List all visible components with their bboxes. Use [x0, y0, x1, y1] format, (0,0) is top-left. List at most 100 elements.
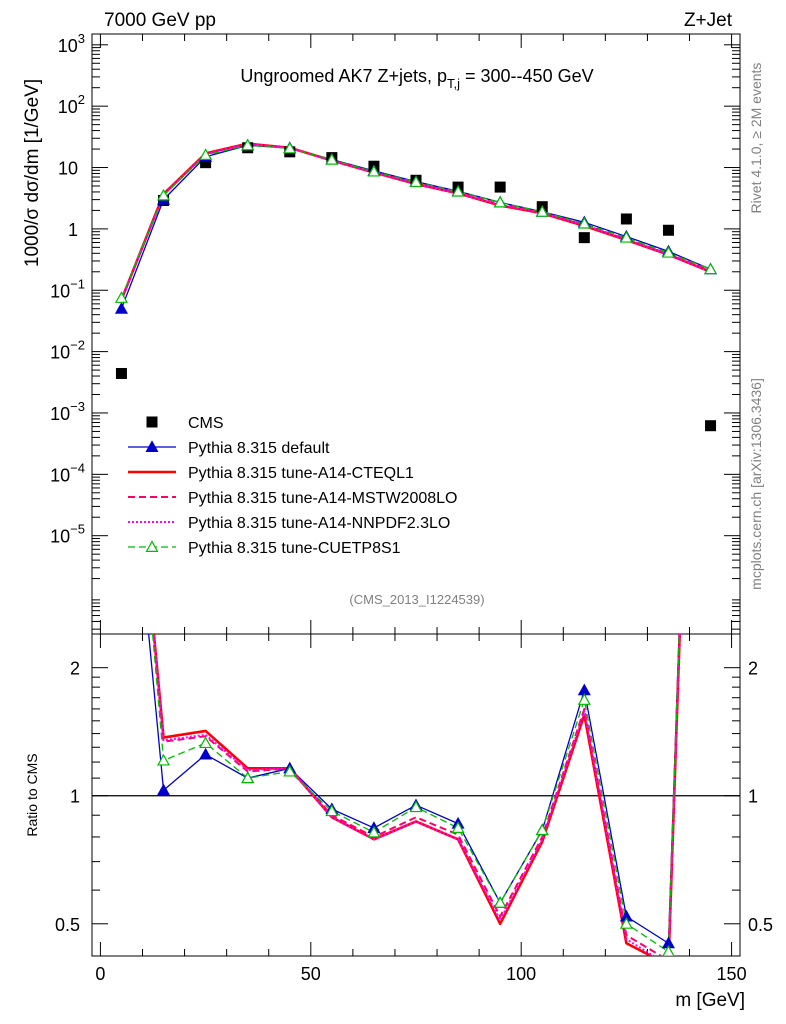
ratio-series-group: [116, 267, 682, 956]
ratio-axes: 0.5 0.5 1 1 2 2 0 50 100 150: [55, 634, 773, 984]
main-marker-point: [577, 216, 591, 229]
ratio-marker-point: [325, 804, 339, 817]
main-y-tick-exponent: −5: [70, 522, 85, 537]
main-cms-data-point: [705, 420, 717, 432]
main-y-tick-exponent: 3: [78, 31, 85, 46]
main-y-tick-exponent: 2: [78, 92, 85, 107]
legend-marker-triangle: [145, 440, 159, 452]
ratio-marker-point: [157, 783, 171, 796]
x-tick-label: 0: [95, 964, 105, 984]
ratio-marker-point: [619, 917, 633, 929]
main-cms-data-point: [200, 157, 212, 169]
main-y-tick-base: 10: [58, 159, 78, 179]
legend-entry-label: CMS: [188, 415, 224, 432]
main-marker-point: [325, 152, 339, 165]
main-cms-data-point: [662, 224, 674, 236]
main-y-tick-label: 10−4: [50, 460, 85, 485]
main-y-tick-label: 103: [58, 31, 85, 56]
ratio-marker-point: [199, 747, 213, 760]
main-y-tick-label: 1: [68, 220, 78, 240]
main-y-tick-base: 1: [68, 220, 78, 240]
mcplots-source-label: mcplots.cern.ch [arXiv:1306.3436]: [748, 378, 764, 590]
main-marker-point: [283, 141, 297, 154]
ratio-y-tick-label: 2: [70, 659, 80, 679]
main-marker-point: [493, 195, 507, 208]
ratio-y-tick-label-right: 0.5: [748, 915, 773, 935]
main-cms-data-point: [494, 181, 506, 193]
legend-marker-cms: [146, 416, 158, 428]
rivet-version-label: Rivet 4.1.0, ≥ 2M events: [748, 63, 764, 214]
legend-entry-label: Pythia 8.315 tune-A14-MSTW2008LO: [188, 490, 457, 507]
ratio-marker-point: [367, 825, 381, 838]
x-tick-label: 50: [301, 964, 321, 984]
header-process: Z+Jet: [684, 10, 733, 31]
ratio-marker-point: [116, 342, 127, 352]
main-y-tick-base: 10: [50, 465, 70, 485]
ratio-marker-point: [451, 821, 465, 833]
main-series-group: [114, 138, 718, 432]
ratio-line-pythia-8-315-tune-a14-cteql1: [152, 634, 682, 956]
main-marker-point: [535, 205, 549, 217]
chart-title-subscript: T,j: [447, 76, 460, 91]
main-y-tick-label: 10−3: [50, 399, 85, 424]
ratio-y-axis-label: Ratio to CMS: [24, 753, 40, 836]
main-y-tick-exponent: −2: [70, 338, 85, 353]
ratio-marker-point: [662, 944, 675, 956]
main-cms-data-point: [620, 213, 632, 225]
ratio-marker-point: [199, 736, 213, 749]
main-marker-point: [241, 138, 255, 151]
ratio-marker-point: [577, 693, 591, 705]
main-marker-point: [704, 262, 718, 275]
main-marker-point: [619, 230, 633, 243]
x-tick-label: 150: [717, 964, 747, 984]
ratio-y-tick-label: 0.5: [55, 915, 80, 935]
x-axis-label: m [GeV]: [675, 990, 745, 1011]
ratio-marker-point: [241, 771, 255, 784]
main-y-tick-base: 10: [58, 36, 78, 56]
main-y-tick-base: 10: [50, 281, 70, 301]
ratio-marker-point: [535, 823, 549, 836]
ratio-marker-point: [116, 267, 127, 277]
main-marker-point: [451, 184, 465, 197]
main-cms-data-point: [115, 367, 127, 379]
chart-title-main: Ungroomed AK7 Z+jets, p: [240, 66, 447, 86]
ratio-y-tick-label: 1: [70, 787, 80, 807]
x-tick-label: 100: [506, 964, 536, 984]
main-y-tick-exponent: −3: [70, 399, 85, 414]
main-y-axis-label: 1000/σ dσ/dm [1/GeV]: [22, 79, 43, 267]
main-y-tick-base: 10: [50, 343, 70, 363]
main-y-tick-exponent: −4: [70, 460, 85, 475]
main-marker-point: [367, 164, 381, 177]
main-y-tick-label: 10−5: [50, 522, 85, 547]
main-marker-point: [661, 245, 675, 258]
main-line-pythia-8-315-default: [120, 144, 711, 309]
ratio-panel-frame: [91, 633, 741, 957]
legend-entry-label: Pythia 8.315 tune-CUETP8S1: [188, 540, 401, 557]
analysis-id: (CMS_2013_I1224539): [349, 592, 484, 607]
legend: CMS Pythia 8.315 default Pythia 8.315 tune…: [128, 415, 457, 557]
main-cms-data-point: [578, 232, 590, 244]
main-y-tick-base: 10: [50, 404, 70, 424]
ratio-y-tick-label-right: 2: [748, 659, 758, 679]
main-y-tick-label: 102: [58, 92, 85, 117]
main-y-tick-base: 10: [58, 97, 78, 117]
main-y-tick-label: 10−2: [50, 338, 85, 363]
ratio-marker-point: [283, 764, 297, 777]
main-marker-point: [157, 188, 171, 201]
main-y-tick-label: 10−1: [50, 276, 85, 301]
legend-entry-label: Pythia 8.315 tune-A14-CTEQL1: [188, 465, 414, 482]
header-collision: 7000 GeV pp: [104, 10, 216, 31]
main-marker-point: [409, 175, 423, 188]
ratio-y-tick-label-right: 1: [748, 787, 758, 807]
main-y-tick-exponent: −1: [70, 276, 85, 291]
ratio-marker-point: [493, 896, 507, 908]
main-y-tick-label: 10: [58, 159, 78, 179]
legend-marker-triangle: [145, 540, 159, 553]
main-x-ticks: [99, 34, 733, 634]
main-y-tick-base: 10: [50, 527, 70, 547]
chart-title-rest: = 300--450 GeV: [460, 66, 594, 86]
legend-entry-label: Pythia 8.315 default: [188, 440, 330, 457]
main-marker-point: [114, 291, 128, 303]
